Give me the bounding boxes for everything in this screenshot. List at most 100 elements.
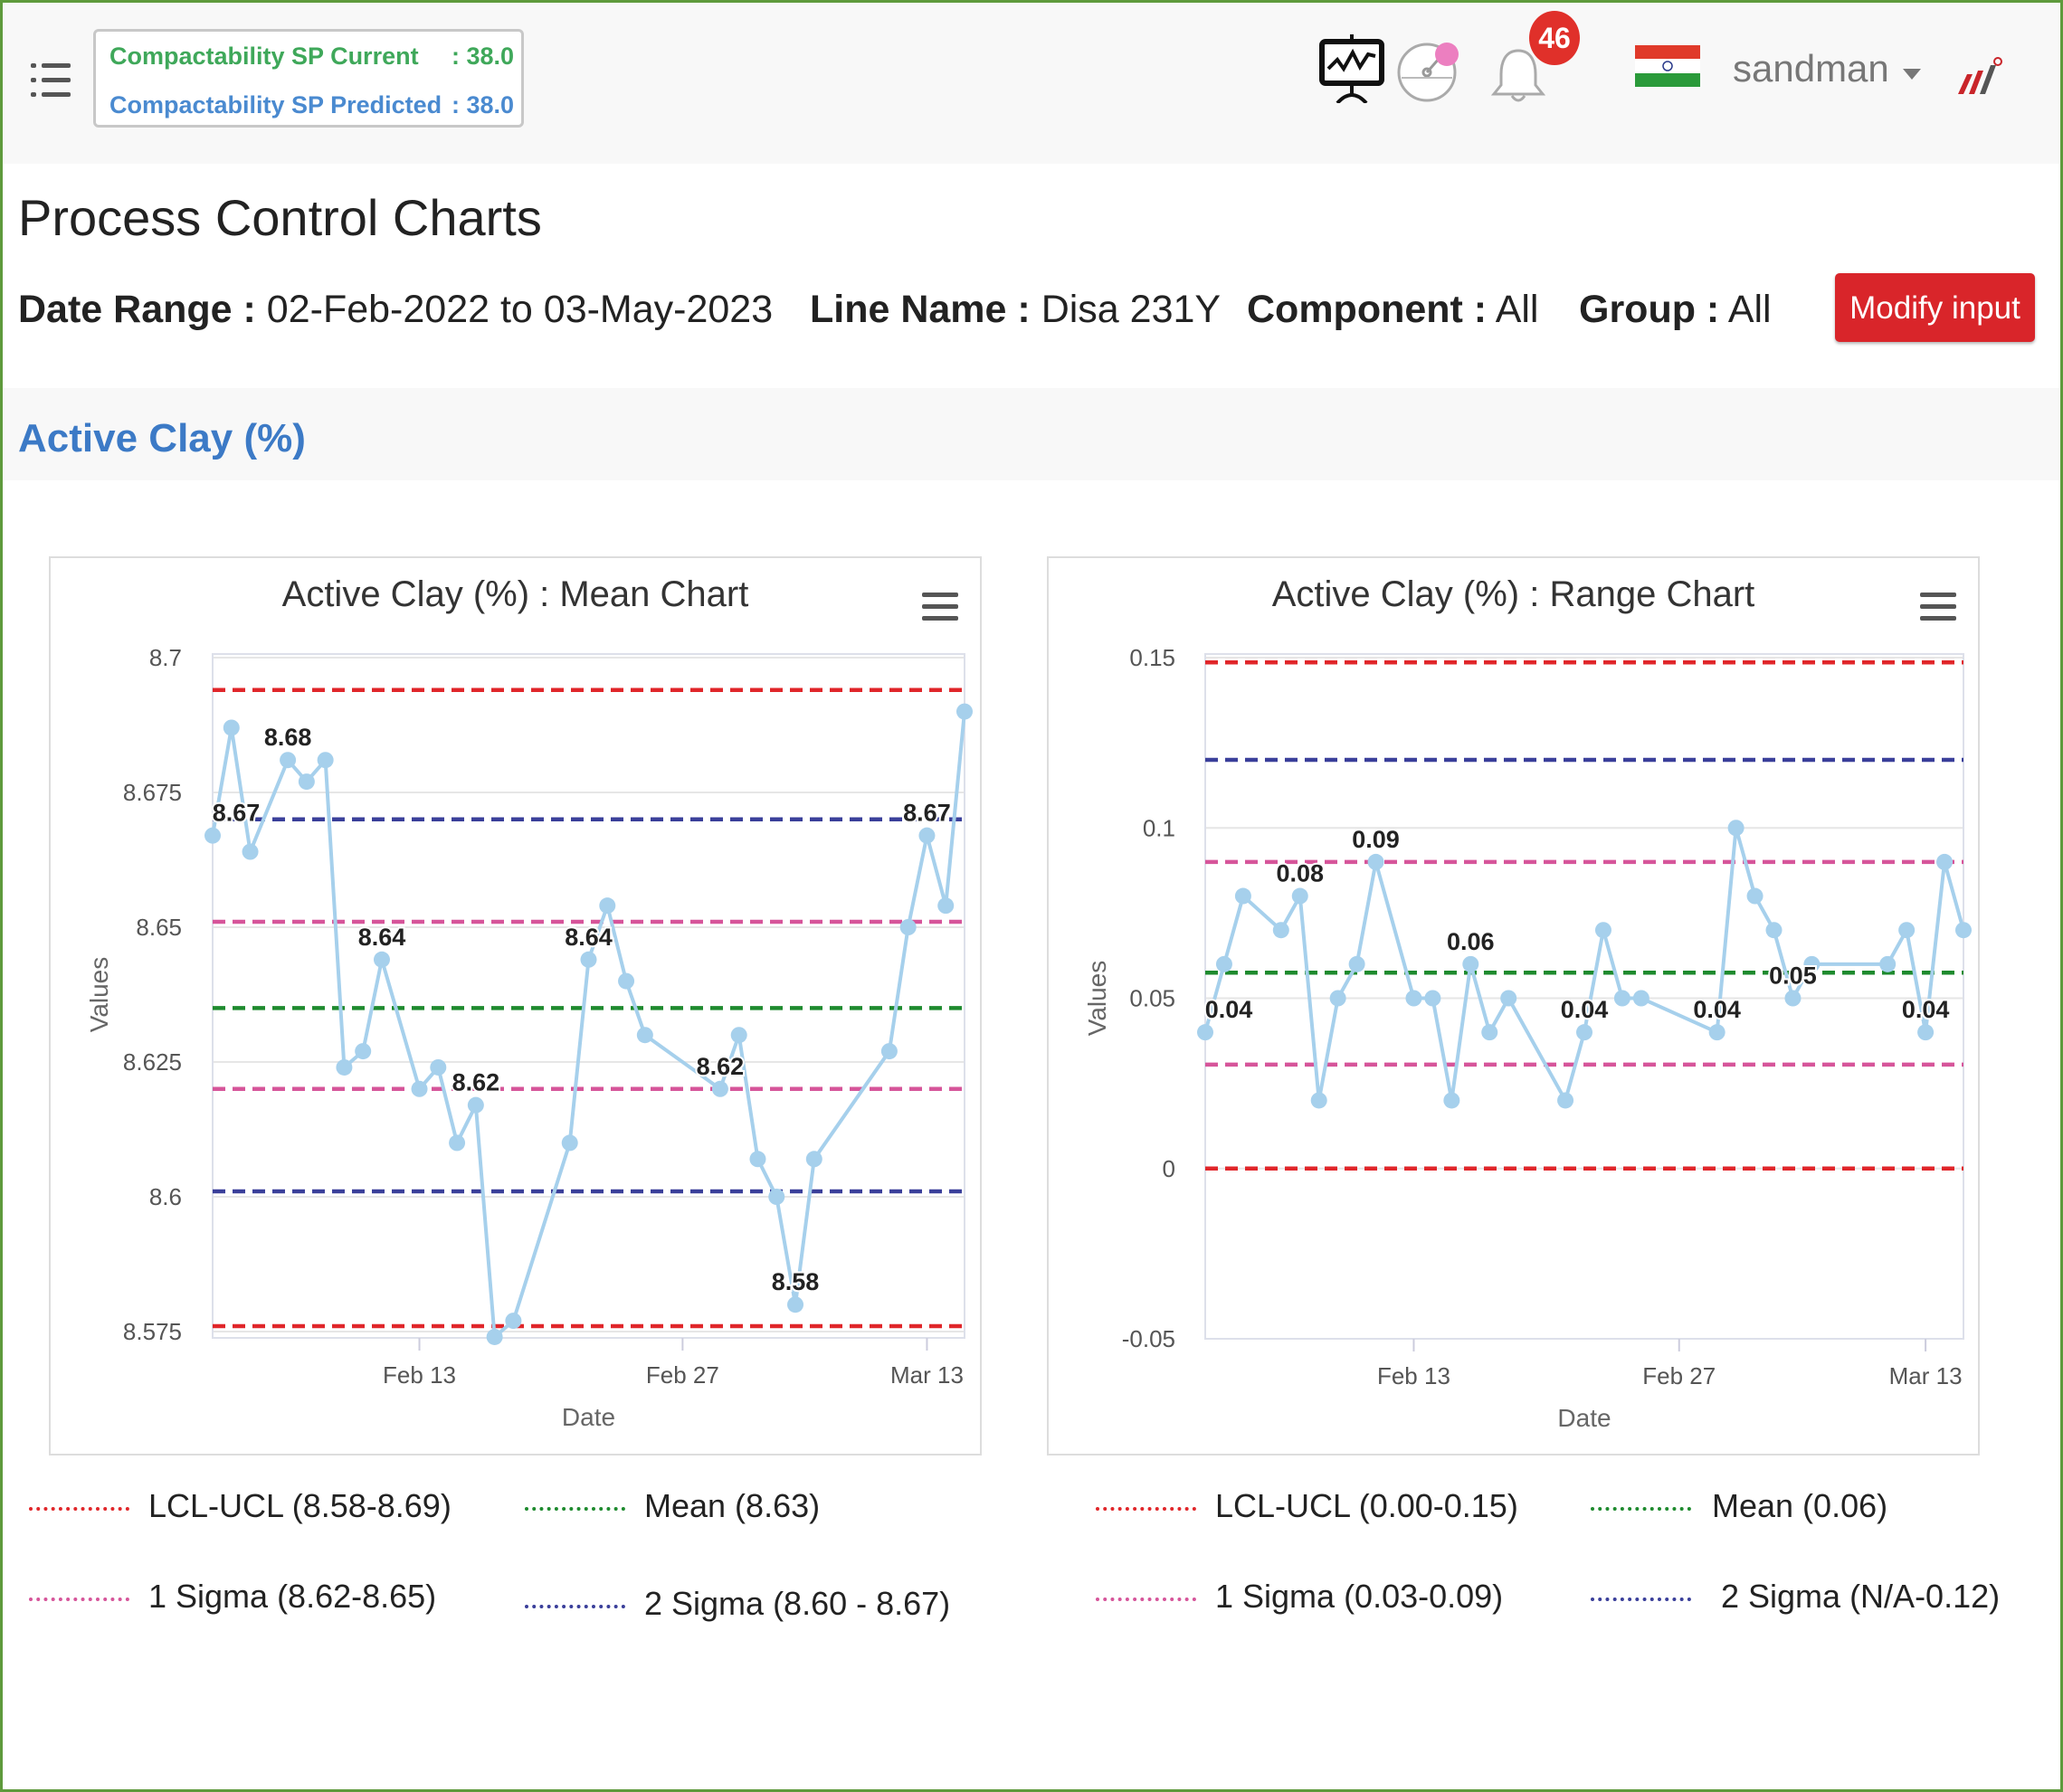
legend-swatch-sigma1[interactable] — [29, 1598, 129, 1601]
y-axis-label: Values — [85, 957, 113, 1033]
legend-swatch-sigma2[interactable] — [525, 1605, 625, 1608]
data-label: 8.62 — [452, 1069, 500, 1096]
bell-icon[interactable] — [1488, 45, 1548, 105]
data-point — [1310, 1092, 1327, 1109]
data-point — [336, 1058, 353, 1076]
data-point — [411, 1080, 428, 1097]
data-point — [1405, 990, 1422, 1007]
data-point — [1727, 820, 1745, 837]
gauge-icon[interactable] — [1396, 34, 1463, 103]
data-point — [1481, 1024, 1498, 1041]
legend-swatch-mean[interactable] — [1591, 1507, 1691, 1511]
legend-label[interactable]: 1 Sigma (0.03-0.09) — [1215, 1578, 1504, 1615]
y-tick-label: 0 — [1163, 1155, 1175, 1182]
data-point — [1500, 990, 1517, 1007]
data-point — [1708, 1024, 1726, 1041]
data-point — [1803, 955, 1821, 972]
modify-input-button[interactable]: Modify input — [1835, 273, 2035, 342]
data-point — [204, 827, 221, 844]
data-point — [486, 1328, 503, 1345]
data-point — [1917, 1024, 1935, 1041]
data-point — [467, 1096, 484, 1114]
legend-swatch-sigma2[interactable] — [1591, 1598, 1691, 1601]
data-point — [298, 773, 315, 791]
data-point — [1613, 990, 1630, 1007]
data-point — [1765, 922, 1783, 939]
data-label: 8.58 — [772, 1268, 820, 1295]
sp-predicted-label: Compactability SP Predicted — [109, 91, 442, 119]
y-axis-label: Values — [1083, 961, 1111, 1037]
legend-label[interactable]: Mean (0.06) — [1712, 1487, 1888, 1524]
y-tick-label: 0.15 — [1129, 644, 1175, 671]
data-point — [1291, 887, 1308, 905]
data-label: 0.09 — [1352, 826, 1400, 853]
data-point — [636, 1027, 653, 1044]
data-point — [317, 752, 334, 769]
data-point — [223, 719, 240, 736]
data-label: 8.67 — [903, 800, 951, 827]
data-point — [280, 752, 297, 769]
data-point — [580, 951, 597, 968]
data-point — [1329, 990, 1346, 1007]
india-flag-icon[interactable] — [1635, 45, 1700, 87]
data-point — [711, 1080, 728, 1097]
data-point — [355, 1043, 372, 1060]
component-value: All — [1495, 288, 1539, 331]
data-point — [561, 1134, 578, 1152]
y-tick-label: 0.1 — [1143, 814, 1175, 841]
date-range-value: 02-Feb-2022 to 03-May-2023 — [266, 288, 774, 331]
legend-swatch-mean[interactable] — [525, 1507, 625, 1511]
sp-current: Compactability SP Current : 38.0 — [109, 43, 514, 71]
sp-current-value: : 38.0 — [452, 43, 515, 70]
y-tick-label: 8.65 — [136, 914, 182, 941]
data-point — [1632, 990, 1649, 1007]
legend-label[interactable]: 2 Sigma (8.60 - 8.67) — [644, 1585, 951, 1622]
data-point — [730, 1027, 747, 1044]
legend-label[interactable]: 1 Sigma (8.62-8.65) — [148, 1578, 437, 1615]
data-point — [1955, 922, 1972, 939]
legend-label[interactable]: 2 Sigma (N/A-0.12) — [1721, 1578, 2001, 1615]
data-label: 0.04 — [1693, 996, 1741, 1023]
data-point — [1424, 990, 1441, 1007]
data-point — [599, 897, 616, 915]
legend-label[interactable]: LCL-UCL (0.00-0.15) — [1215, 1487, 1518, 1524]
data-point — [1197, 1024, 1213, 1041]
data-point — [880, 1043, 898, 1060]
data-point — [618, 972, 635, 990]
y-tick-label: 8.625 — [123, 1048, 182, 1076]
data-point — [918, 827, 936, 844]
data-point — [1272, 922, 1289, 939]
caret-down-icon[interactable] — [1903, 69, 1921, 80]
data-label: 0.04 — [1902, 996, 1950, 1023]
data-label: 8.62 — [697, 1053, 745, 1080]
presentation-chart-icon[interactable] — [1319, 34, 1384, 103]
data-point — [937, 897, 955, 915]
legend-swatch-ucl-lcl[interactable] — [1096, 1507, 1196, 1511]
range-chart-title: Active Clay (%) : Range Chart — [1271, 574, 1755, 614]
data-point — [1462, 955, 1479, 972]
mean-chart-title: Active Clay (%) : Mean Chart — [281, 574, 749, 614]
legend-swatch-ucl-lcl[interactable] — [29, 1507, 129, 1511]
chart-menu-icon[interactable] — [922, 593, 958, 621]
username[interactable]: sandman — [1733, 47, 1889, 90]
x-tick-label: Feb 13 — [1377, 1362, 1450, 1389]
legend-label[interactable]: Mean (8.63) — [644, 1487, 821, 1524]
notification-badge[interactable]: 46 — [1529, 11, 1580, 65]
data-point — [1746, 887, 1764, 905]
menu-icon[interactable] — [31, 60, 71, 103]
y-tick-label: 8.7 — [149, 644, 182, 671]
y-tick-label: 8.675 — [123, 779, 182, 806]
data-point — [242, 843, 259, 860]
data-point — [768, 1189, 785, 1205]
data-point — [449, 1134, 466, 1152]
x-tick-label: Mar 13 — [890, 1361, 964, 1389]
x-tick-label: Feb 27 — [646, 1361, 719, 1389]
range-chart-panel: -0.05 0 0.05 0.1 0.15 Feb 13 Feb 27 Mar 13 Date V… — [1047, 556, 1980, 1455]
data-point — [1879, 955, 1897, 972]
line-name-label: Line Name : — [810, 288, 1031, 331]
legend-swatch-sigma1[interactable] — [1096, 1598, 1196, 1601]
legend-label[interactable]: LCL-UCL (8.58-8.69) — [148, 1487, 452, 1524]
chart-menu-icon[interactable] — [1920, 593, 1956, 621]
data-label: 8.67 — [213, 800, 261, 827]
x-tick-label: Feb 27 — [1642, 1362, 1716, 1389]
